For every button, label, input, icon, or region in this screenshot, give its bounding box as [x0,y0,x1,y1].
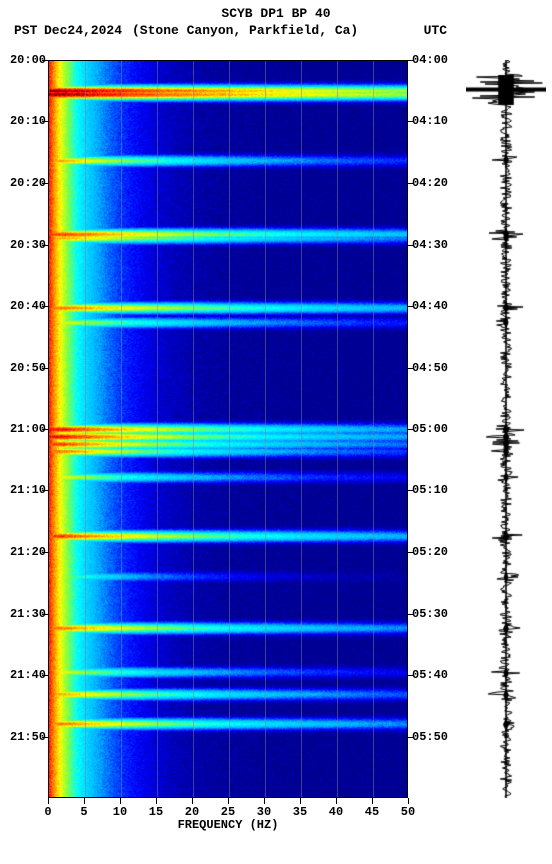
x-tick-label: 15 [149,805,163,819]
y-right-tick-label: 05:30 [412,607,454,621]
y-right-tick-label: 04:50 [412,361,454,375]
y-right-tick-label: 04:30 [412,238,454,252]
y-left-tick-label: 20:10 [0,114,46,128]
y-right-tick-label: 05:40 [412,668,454,682]
station-label: (Stone Canyon, Parkfield, Ca) [132,23,358,38]
seismogram-canvas [466,60,546,798]
y-right-tick-label: 04:10 [412,114,454,128]
y-right-tick-label: 05:50 [412,730,454,744]
x-tick-label: 5 [80,805,87,819]
chart-title: SCYB DP1 BP 40 [0,0,552,23]
x-tick-label: 30 [257,805,271,819]
y-right-tick-label: 04:40 [412,299,454,313]
y-left-tick-label: 21:10 [0,483,46,497]
chart-subheader: PST Dec24,2024 (Stone Canyon, Parkfield,… [0,23,552,41]
x-tick-label: 20 [185,805,199,819]
y-right-tick-label: 04:00 [412,53,454,67]
y-right-tick-label: 05:20 [412,545,454,559]
date-label: Dec24,2024 [44,23,122,38]
tz-right-label: UTC [424,23,447,38]
x-tick-label: 25 [221,805,235,819]
y-left-tick-label: 20:30 [0,238,46,252]
x-axis-title: FREQUENCY (HZ) [48,818,408,832]
y-left-tick-label: 21:00 [0,422,46,436]
seismogram-plot [466,60,546,798]
x-tick-label: 0 [44,805,51,819]
y-left-tick-label: 20:20 [0,176,46,190]
y-left-tick-label: 21:20 [0,545,46,559]
y-left-tick-label: 20:40 [0,299,46,313]
y-axis-left-labels: 20:0020:1020:2020:3020:4020:5021:0021:10… [0,60,46,798]
y-axis-right-labels: 04:0004:1004:2004:3004:4004:5005:0005:10… [412,60,454,798]
x-tick-label: 10 [113,805,127,819]
y-left-tick-label: 20:00 [0,53,46,67]
spectrogram-plot [48,60,408,798]
y-left-tick-label: 21:40 [0,668,46,682]
y-left-tick-label: 21:50 [0,730,46,744]
y-left-tick-label: 20:50 [0,361,46,375]
x-tick-label: 45 [365,805,379,819]
x-tick-label: 50 [401,805,415,819]
y-right-tick-label: 05:00 [412,422,454,436]
tz-left-label: PST [14,23,37,38]
x-tick-label: 40 [329,805,343,819]
y-right-tick-label: 04:20 [412,176,454,190]
x-tick-label: 35 [293,805,307,819]
y-left-tick-label: 21:30 [0,607,46,621]
y-right-tick-label: 05:10 [412,483,454,497]
spectrogram-canvas [49,61,407,797]
